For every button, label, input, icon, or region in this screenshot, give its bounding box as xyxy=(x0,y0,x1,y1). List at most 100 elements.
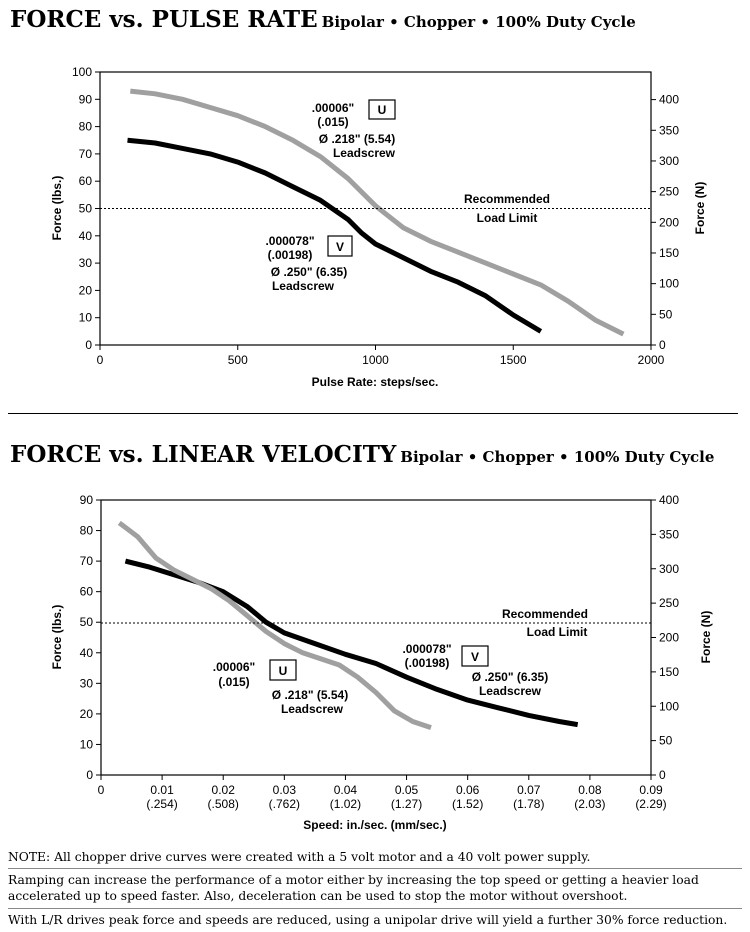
chart2-y2-axis-label: Force (N) xyxy=(699,611,713,664)
chart2-reference-label-2: Load Limit xyxy=(527,625,588,639)
chart2-y2-tick-label: 150 xyxy=(659,665,679,679)
chart1-y2-tick-label: 50 xyxy=(659,307,673,321)
chart2-subtitle: Bipolar • Chopper • 100% Duty Cycle xyxy=(400,448,715,466)
chart2-x-tick-label: 0.07 xyxy=(517,783,541,797)
chart2-y2-tick-label: 0 xyxy=(659,768,666,782)
chart2-y-tick-label: 20 xyxy=(80,707,94,721)
chart1-y2-tick-label: 250 xyxy=(659,185,679,199)
chart2-y2-tick-label: 350 xyxy=(659,527,679,541)
note-divider-2 xyxy=(8,908,742,909)
chart2-series-v-line-2: (.00198) xyxy=(405,656,450,670)
chart1-series-v-line-4: Leadscrew xyxy=(272,279,335,293)
chart2-y-tick-label: 50 xyxy=(80,615,94,629)
chart2-x-tick-sublabel: (1.27) xyxy=(391,797,422,811)
chart1-y2-tick-label: 300 xyxy=(659,154,679,168)
chart2-y-tick-label: 10 xyxy=(80,737,94,751)
chart1-series-v-box xyxy=(327,235,353,257)
chart1-y-tick-label: 70 xyxy=(79,147,93,161)
chart1-y2-tick-label: 200 xyxy=(659,215,679,229)
chart1-x-tick-label: 1500 xyxy=(500,353,527,367)
chart2-x-tick-sublabel: (2.29) xyxy=(635,797,666,811)
chart2-x-tick-sublabel: (1.02) xyxy=(330,797,361,811)
chart1-y-tick-label: 100 xyxy=(72,65,92,79)
chart2-x-tick-label: 0.01 xyxy=(150,783,174,797)
chart2-y2-tick-label: 200 xyxy=(659,631,679,645)
chart2-x-tick-sublabel: (1.78) xyxy=(513,797,544,811)
chart1-series-v-box-label: V xyxy=(336,240,344,254)
chart1-y-tick-label: 0 xyxy=(85,338,92,352)
chart1-y-tick-label: 30 xyxy=(79,256,93,270)
note-divider-1 xyxy=(8,868,742,869)
chart1-y-tick-label: 20 xyxy=(79,283,93,297)
note-lr-drives: With L/R drives peak force and speeds ar… xyxy=(8,913,728,927)
chart2-y-tick-label: 80 xyxy=(80,524,94,538)
chart2-series-v-line xyxy=(124,558,579,728)
chart2-x-tick-label: 0 xyxy=(98,783,105,797)
chart1-x-tick-label: 500 xyxy=(228,353,248,367)
chart1-y2-axis-label: Force (N) xyxy=(693,182,707,235)
chart1-series-u-line-3: Ø .218" (5.54) xyxy=(319,132,395,146)
chart2-x-tick-label: 0.05 xyxy=(395,783,419,797)
chart1-series-v-line-3: Ø .250" (6.35) xyxy=(271,265,347,279)
chart2-x-tick-label: 0.03 xyxy=(273,783,297,797)
chart1-y-tick-label: 80 xyxy=(79,120,93,134)
chart1-series-u-box-label: U xyxy=(378,103,387,117)
chart1-x-tick-label: 1000 xyxy=(362,353,389,367)
chart1-y-tick-label: 40 xyxy=(79,229,93,243)
chart1-series-u-line-1: .00006" xyxy=(312,101,354,115)
chart2-x-tick-label: 0.08 xyxy=(578,783,602,797)
chart1-series-u-line-2: (.015) xyxy=(317,115,348,129)
chart1-title-block: FORCE vs. PULSE RATE Bipolar • Chopper •… xyxy=(10,6,636,33)
chart1-subtitle: Bipolar • Chopper • 100% Duty Cycle xyxy=(321,13,636,31)
chart2-x-tick-sublabel: (.508) xyxy=(208,797,239,811)
chart2-y-tick-label: 30 xyxy=(80,676,94,690)
chart2-series-u-box-label: U xyxy=(279,664,288,678)
chart2-y2-tick-label: 300 xyxy=(659,562,679,576)
chart2-x-tick-label: 0.02 xyxy=(212,783,236,797)
chart2-x-tick-label: 0.06 xyxy=(456,783,480,797)
section-divider xyxy=(8,413,738,414)
chart1-y2-tick-label: 150 xyxy=(659,246,679,260)
chart1-y2-tick-label: 100 xyxy=(659,277,679,291)
chart2-title: FORCE vs. LINEAR VELOCITY xyxy=(10,441,397,468)
chart1-reference-label-2: Load Limit xyxy=(477,211,538,225)
chart2-y-tick-label: 0 xyxy=(86,768,93,782)
chart2-series-v-box xyxy=(461,645,489,667)
chart2-x-tick-sublabel: (.254) xyxy=(146,797,177,811)
chart2-y-tick-label: 40 xyxy=(80,646,94,660)
chart2-x-tick-label: 0.09 xyxy=(639,783,663,797)
note-ramping: Ramping can increase the performance of … xyxy=(8,873,699,903)
linear-velocity-chart: Recommended Load Limit Force (lbs.) Forc… xyxy=(50,493,713,832)
chart1-y-tick-label: 10 xyxy=(79,311,93,325)
chart2-series-u-line-1: .00006" xyxy=(213,660,255,674)
chart2-series-v-box-label: V xyxy=(471,650,479,664)
chart2-y2-tick-label: 100 xyxy=(659,699,679,713)
chart1-series-u-line-4: Leadscrew xyxy=(333,146,396,160)
chart2-series-u-line-3: Ø .218" (5.54) xyxy=(272,688,348,702)
chart2-series-v-line-4: Leadscrew xyxy=(479,684,542,698)
chart2-series-v-line-1: .000078" xyxy=(402,642,451,656)
chart2-y-tick-label: 70 xyxy=(80,554,94,568)
chart1-y-tick-label: 50 xyxy=(79,202,93,216)
chart2-x-axis-label: Speed: in./sec. (mm/sec.) xyxy=(303,818,446,832)
chart2-y2-tick-label: 250 xyxy=(659,596,679,610)
chart2-series-u-line-2: (.015) xyxy=(218,675,249,689)
note-chopper: NOTE: All chopper drive curves were crea… xyxy=(8,850,591,864)
chart1-y2-tick-label: 400 xyxy=(659,93,679,107)
chart2-y-axis-label: Force (lbs.) xyxy=(50,605,64,670)
chart1-y-axis-label: Force (lbs.) xyxy=(50,176,64,241)
chart1-series-v-line xyxy=(127,137,543,334)
chart1-reference-label-1: Recommended xyxy=(464,192,550,206)
chart1-series-v-line-2: (.00198) xyxy=(268,248,313,262)
chart2-series-u-line xyxy=(117,520,432,730)
chart2-x-tick-sublabel: (.762) xyxy=(269,797,300,811)
chart2-title-block: FORCE vs. LINEAR VELOCITY Bipolar • Chop… xyxy=(10,441,714,468)
chart2-reference-label-1: Recommended xyxy=(502,607,588,621)
chart2-series-v-line-3: Ø .250" (6.35) xyxy=(472,670,548,684)
chart2-x-tick-label: 0.04 xyxy=(334,783,358,797)
chart1-y2-tick-label: 0 xyxy=(659,338,666,352)
chart2-y2-tick-label: 400 xyxy=(659,493,679,507)
chart1-x-tick-label: 2000 xyxy=(638,353,665,367)
chart1-series-u-line xyxy=(130,88,625,337)
pulse-rate-chart: Recommended Load Limit Force (lbs.) Forc… xyxy=(50,65,707,389)
